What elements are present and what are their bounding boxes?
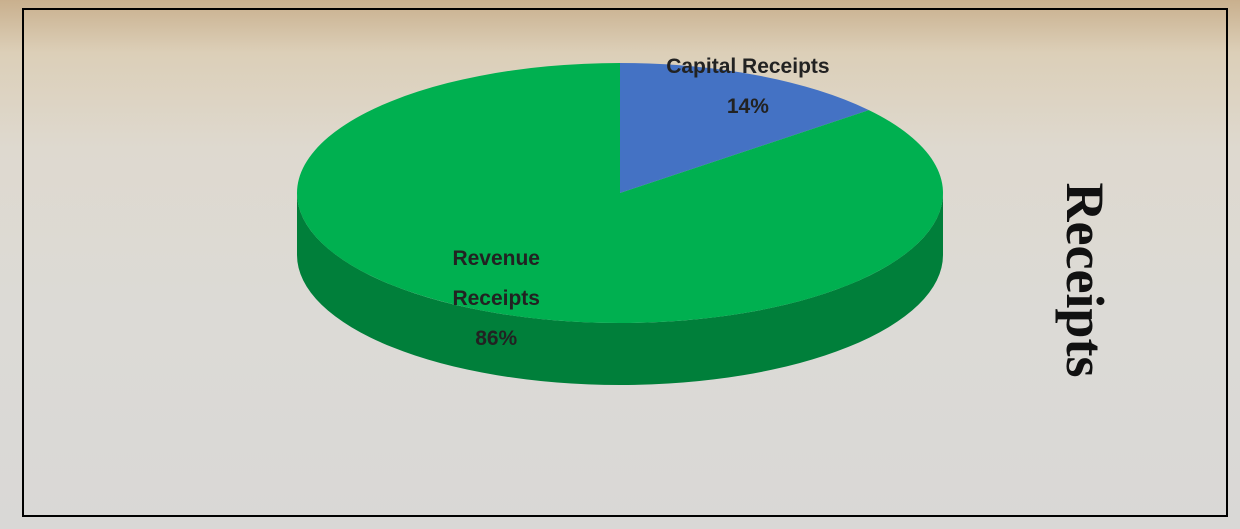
data-label-category: Revenue Receipts bbox=[452, 246, 540, 310]
data-label: Revenue Receipts 86% bbox=[426, 239, 566, 359]
pie-slice bbox=[297, 63, 943, 323]
data-label-value: 86% bbox=[475, 326, 518, 350]
pie-slice bbox=[620, 63, 869, 193]
chart-title: Receipts bbox=[1055, 182, 1115, 378]
pie-slice-side bbox=[297, 193, 943, 385]
chart-frame bbox=[22, 8, 1228, 517]
data-label: Capital Receipts 14% bbox=[628, 47, 868, 127]
data-label-category: Capital Receipts bbox=[666, 55, 830, 79]
data-label-value: 14% bbox=[726, 95, 769, 119]
